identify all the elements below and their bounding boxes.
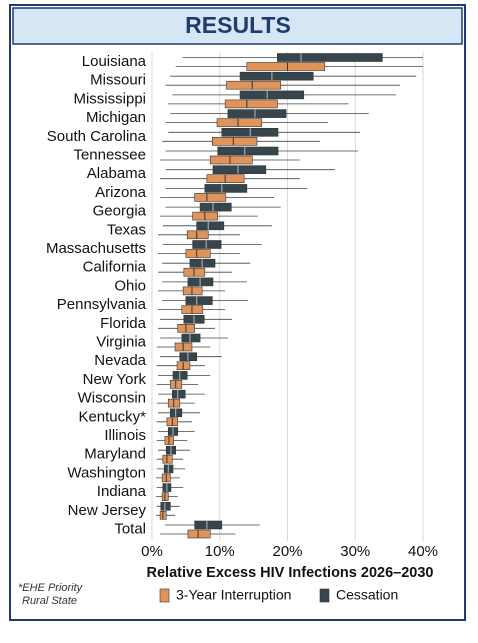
y-tick-label: New York <box>83 371 147 388</box>
y-tick-label: Massachusetts <box>46 240 146 257</box>
box <box>216 118 263 127</box>
y-tick-label: Arizona <box>95 184 147 201</box>
box <box>194 193 227 202</box>
y-tick-label: Total <box>114 520 146 537</box>
box <box>226 80 282 90</box>
box <box>160 501 171 511</box>
y-tick-label: Alabama <box>87 165 147 182</box>
y-tick-label: Michigan <box>86 109 146 126</box>
y-tick-label: California <box>83 259 147 276</box>
y-tick-label: Nevada <box>94 352 146 369</box>
box <box>199 202 232 212</box>
box <box>194 520 223 530</box>
box <box>186 230 209 240</box>
legend-label: Cessation <box>336 587 398 603</box>
header <box>12 7 463 45</box>
box <box>196 221 225 231</box>
y-tick-label: Wisconsin <box>78 390 146 407</box>
box <box>185 249 211 258</box>
box <box>181 333 201 343</box>
box <box>162 454 173 464</box>
x-axis-label: Relative Excess HIV Infections 2026–2030 <box>147 565 434 581</box>
footnote: Rural State <box>22 595 77 607</box>
y-tick-label: Florida <box>100 315 147 332</box>
y-tick-label: Louisiana <box>82 53 147 70</box>
x-tick-label: 20% <box>272 543 302 560</box>
y-tick-label: Texas <box>107 221 146 238</box>
box <box>211 137 258 146</box>
y-tick-label: Washington <box>67 464 146 481</box>
x-tick-label: 30% <box>340 543 370 560</box>
chart-title: RESULTS <box>185 12 291 38</box>
box <box>217 146 279 156</box>
box <box>192 240 222 249</box>
box <box>239 90 305 100</box>
y-tick-label: New Jersey <box>68 502 147 519</box>
x-tick-label: 40% <box>408 543 438 560</box>
box <box>227 109 287 118</box>
box <box>224 99 278 109</box>
legend-swatch <box>319 588 330 603</box>
y-tick-label: Ohio <box>114 277 146 294</box>
box <box>182 286 203 296</box>
box <box>187 529 211 539</box>
y-tick-label: Missouri <box>90 72 146 89</box>
box <box>212 165 267 174</box>
box <box>204 184 248 193</box>
legend-swatch <box>159 588 170 603</box>
y-tick-label: Virginia <box>96 333 146 350</box>
x-tick-label: 0% <box>141 543 163 560</box>
box <box>172 389 186 399</box>
footnote: *EHE Priority <box>18 582 84 594</box>
box <box>209 155 253 165</box>
box <box>277 53 383 62</box>
y-tick-label: Illinois <box>104 427 146 444</box>
x-tick-label: 10% <box>205 543 235 560</box>
box <box>239 71 314 81</box>
y-tick-label: Georgia <box>93 203 147 220</box>
box <box>185 296 213 305</box>
y-tick-label: Kentucky* <box>78 408 146 425</box>
y-tick-label: Mississippi <box>73 90 146 107</box>
box <box>246 62 326 71</box>
y-tick-label: Tennessee <box>73 146 146 163</box>
y-tick-label: Indiana <box>97 483 147 500</box>
y-tick-label: Pennsylvania <box>57 296 147 313</box>
y-tick-label: South Carolina <box>47 128 147 145</box>
legend-label: 3-Year Interruption <box>176 587 291 603</box>
y-tick-label: Maryland <box>84 446 146 463</box>
